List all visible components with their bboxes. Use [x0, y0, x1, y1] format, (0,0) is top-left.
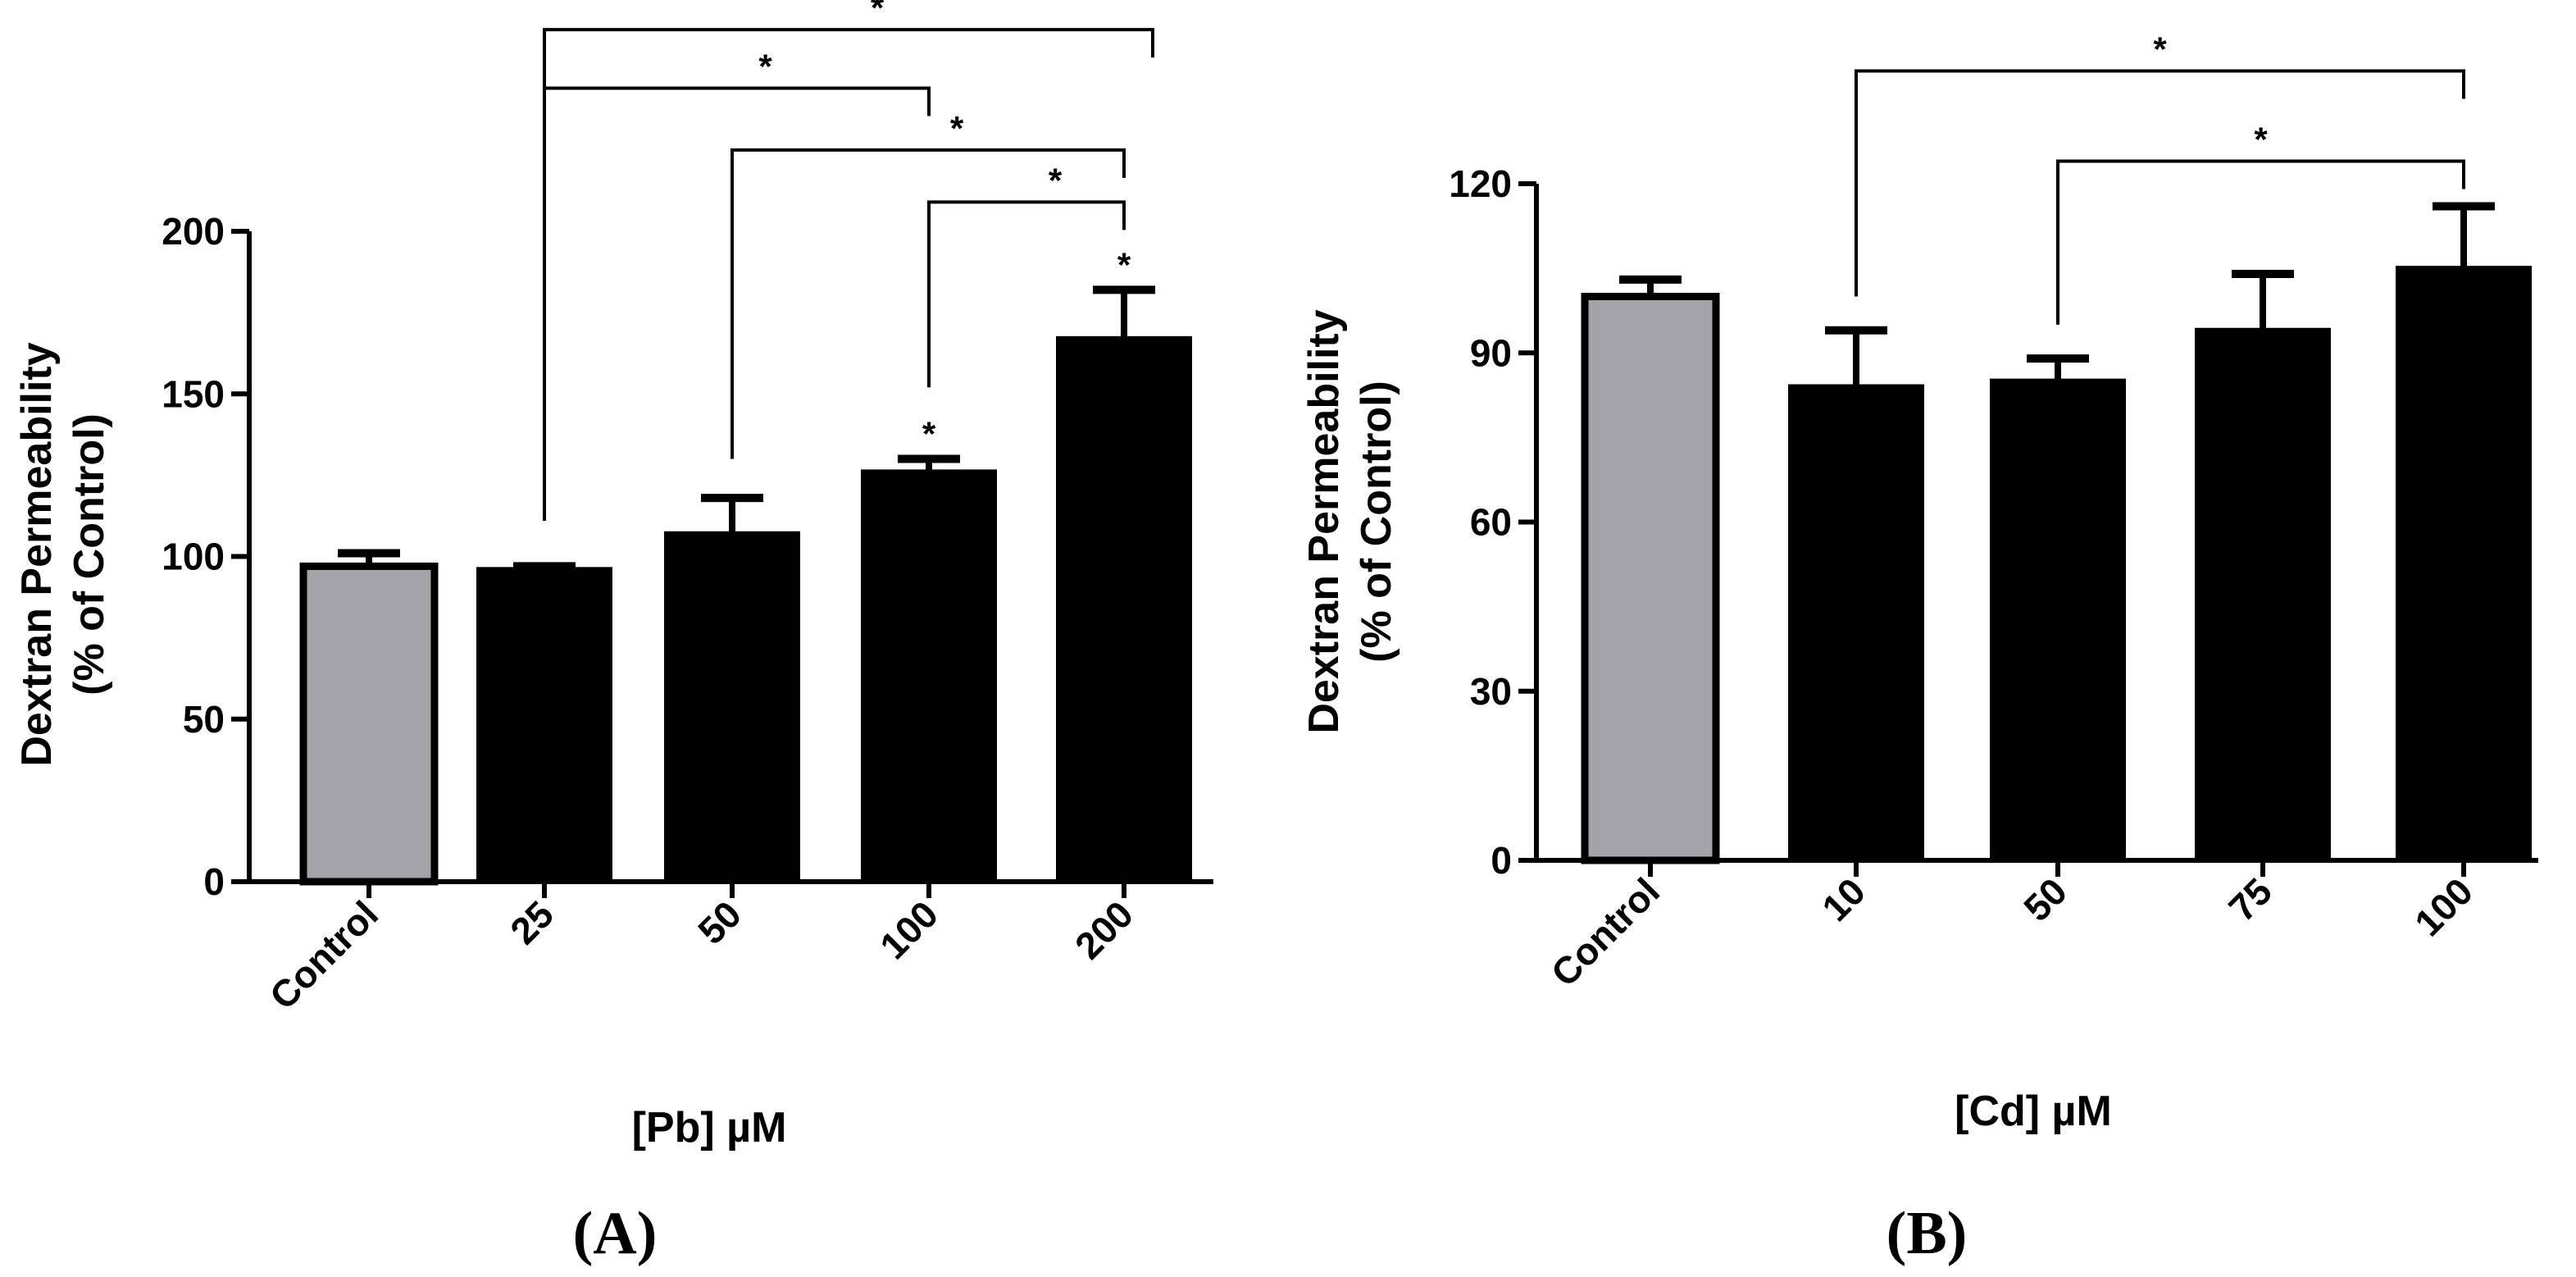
bar	[1056, 335, 1192, 885]
bar	[2396, 266, 2532, 863]
chart-b-panel-label: (B)	[1886, 1200, 1968, 1267]
chart-a-xlabel: [Pb] µM	[632, 1104, 787, 1152]
x-tick-label: 50	[2015, 869, 2075, 929]
chart-b-xlabel: [Cd] µM	[1955, 1088, 2112, 1135]
x-tick-label: Control	[262, 892, 386, 1017]
comparison-bracket	[543, 86, 931, 521]
y-tick-label: 0	[203, 860, 225, 903]
bar	[1990, 378, 2126, 863]
bar	[1788, 384, 1924, 863]
chart-a-x-ticks: Control 25 50 100 200	[262, 882, 1141, 1018]
x-tick-label: 200	[1067, 892, 1141, 967]
chart-a-ylabel-line1: Dextran Permeability	[13, 342, 61, 766]
chart-a-y-ticks: 0 50 100 150 200	[162, 210, 249, 903]
chart-b-x-ticks: Control 10 50 75 100	[1543, 860, 2481, 995]
bar	[2195, 327, 2331, 863]
comparison-star: *	[2153, 30, 2167, 69]
chart-b-comparisons: **	[1855, 30, 2465, 325]
comparison-bracket	[730, 148, 1126, 459]
x-tick-label: 100	[2406, 869, 2481, 944]
chart-b-ylabel: Dextran Permeability (% of Control)	[1300, 309, 1400, 733]
y-tick-label: 100	[162, 536, 225, 578]
comparison-star: *	[2254, 121, 2268, 159]
chart-a-bars: **	[299, 245, 1192, 886]
y-tick-label: 200	[162, 210, 225, 253]
y-tick-label: 0	[1491, 839, 1512, 882]
comparison-bracket	[927, 200, 1126, 388]
chart-b-bars	[1581, 202, 2532, 864]
chart-a-ylabel-line2: (% of Control)	[66, 413, 113, 696]
y-tick-label: 30	[1470, 670, 1512, 713]
chart-b-ylabel-line2: (% of Control)	[1353, 381, 1400, 663]
comparison-bracket	[1855, 69, 2465, 297]
x-tick-label: Control	[1543, 869, 1668, 994]
comparison-star: *	[871, 0, 885, 27]
x-tick-label: 25	[502, 892, 562, 952]
bar	[861, 469, 997, 884]
bar	[664, 531, 800, 884]
y-tick-label: 120	[1449, 162, 1512, 205]
x-tick-label: 50	[690, 892, 749, 952]
y-tick-label: 50	[183, 698, 225, 741]
comparison-star: *	[950, 109, 964, 148]
y-tick-label: 150	[162, 372, 225, 415]
y-tick-label: 60	[1470, 501, 1512, 544]
comparison-bracket	[2056, 159, 2465, 325]
comparison-star: *	[758, 48, 772, 86]
chart-a-panel-label: (A)	[573, 1200, 658, 1267]
x-tick-label: 100	[872, 892, 946, 967]
x-tick-label: 75	[2220, 869, 2280, 929]
bar	[299, 562, 439, 886]
chart-a-comparisons: * * * *	[543, 0, 1154, 521]
bar	[1581, 293, 1720, 864]
chart-b-y-ticks: 0 30 60 90 120	[1449, 162, 1536, 882]
comparison-star: *	[1049, 161, 1063, 199]
chart-a-ylabel: Dextran Permeability (% of Control)	[13, 342, 113, 766]
y-tick-label: 90	[1470, 331, 1512, 374]
x-tick-label: 10	[1814, 869, 1873, 929]
bar-significance-star: *	[922, 415, 936, 454]
chart-b-ylabel-line1: Dextran Permeability	[1300, 309, 1348, 733]
bar-significance-star: *	[1117, 245, 1131, 284]
bar	[476, 567, 612, 884]
